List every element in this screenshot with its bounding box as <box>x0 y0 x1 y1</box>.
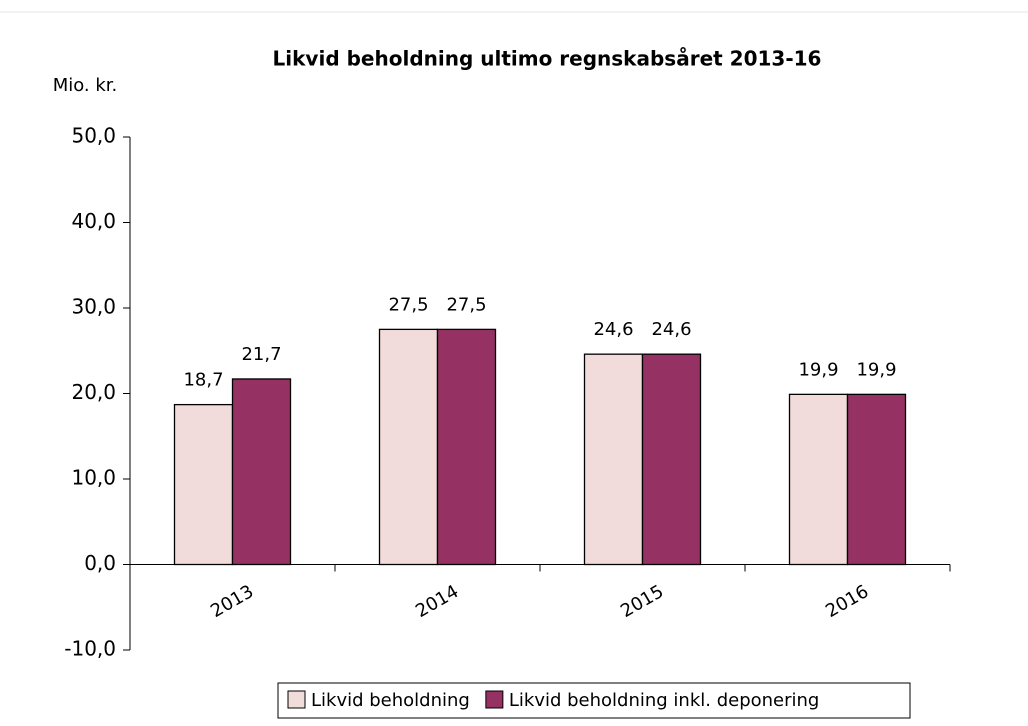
legend-label: Likvid beholdning <box>311 690 470 711</box>
legend-swatch <box>485 690 504 709</box>
value-label: 21,7 <box>241 344 281 365</box>
bar <box>788 393 849 566</box>
bar <box>641 353 702 566</box>
bar <box>378 328 439 566</box>
value-label: 19,9 <box>856 359 896 380</box>
bar <box>436 328 497 566</box>
bar <box>583 353 644 566</box>
y-tick-label: 40,0 <box>71 209 116 233</box>
x-tick-label: 2016 <box>822 581 872 622</box>
value-label: 24,6 <box>651 319 691 340</box>
legend-swatch <box>287 690 306 709</box>
value-label: 27,5 <box>446 294 486 315</box>
y-tick-label: 0,0 <box>84 551 116 575</box>
y-tick-label: 50,0 <box>71 124 116 148</box>
value-label: 18,7 <box>183 370 223 391</box>
x-tick-label: 2015 <box>617 581 667 622</box>
x-tick-label: 2014 <box>412 581 462 622</box>
y-tick-label: 10,0 <box>71 466 116 490</box>
y-tick-label: -10,0 <box>64 637 116 661</box>
legend-box <box>277 682 911 719</box>
value-label: 24,6 <box>593 319 633 340</box>
bar <box>231 378 292 566</box>
bar <box>173 403 234 566</box>
value-label: 19,9 <box>798 359 838 380</box>
value-label: 27,5 <box>388 294 428 315</box>
chart-title: Likvid beholdning ultimo regnskabsåret 2… <box>273 47 822 71</box>
y-tick-label: 30,0 <box>71 295 116 319</box>
y-axis-label: Mio. kr. <box>53 75 118 96</box>
y-tick-label: 20,0 <box>71 380 116 404</box>
legend-label: Likvid beholdning inkl. deponering <box>509 690 820 711</box>
bar <box>846 393 907 566</box>
x-tick-label: 2013 <box>207 581 257 622</box>
